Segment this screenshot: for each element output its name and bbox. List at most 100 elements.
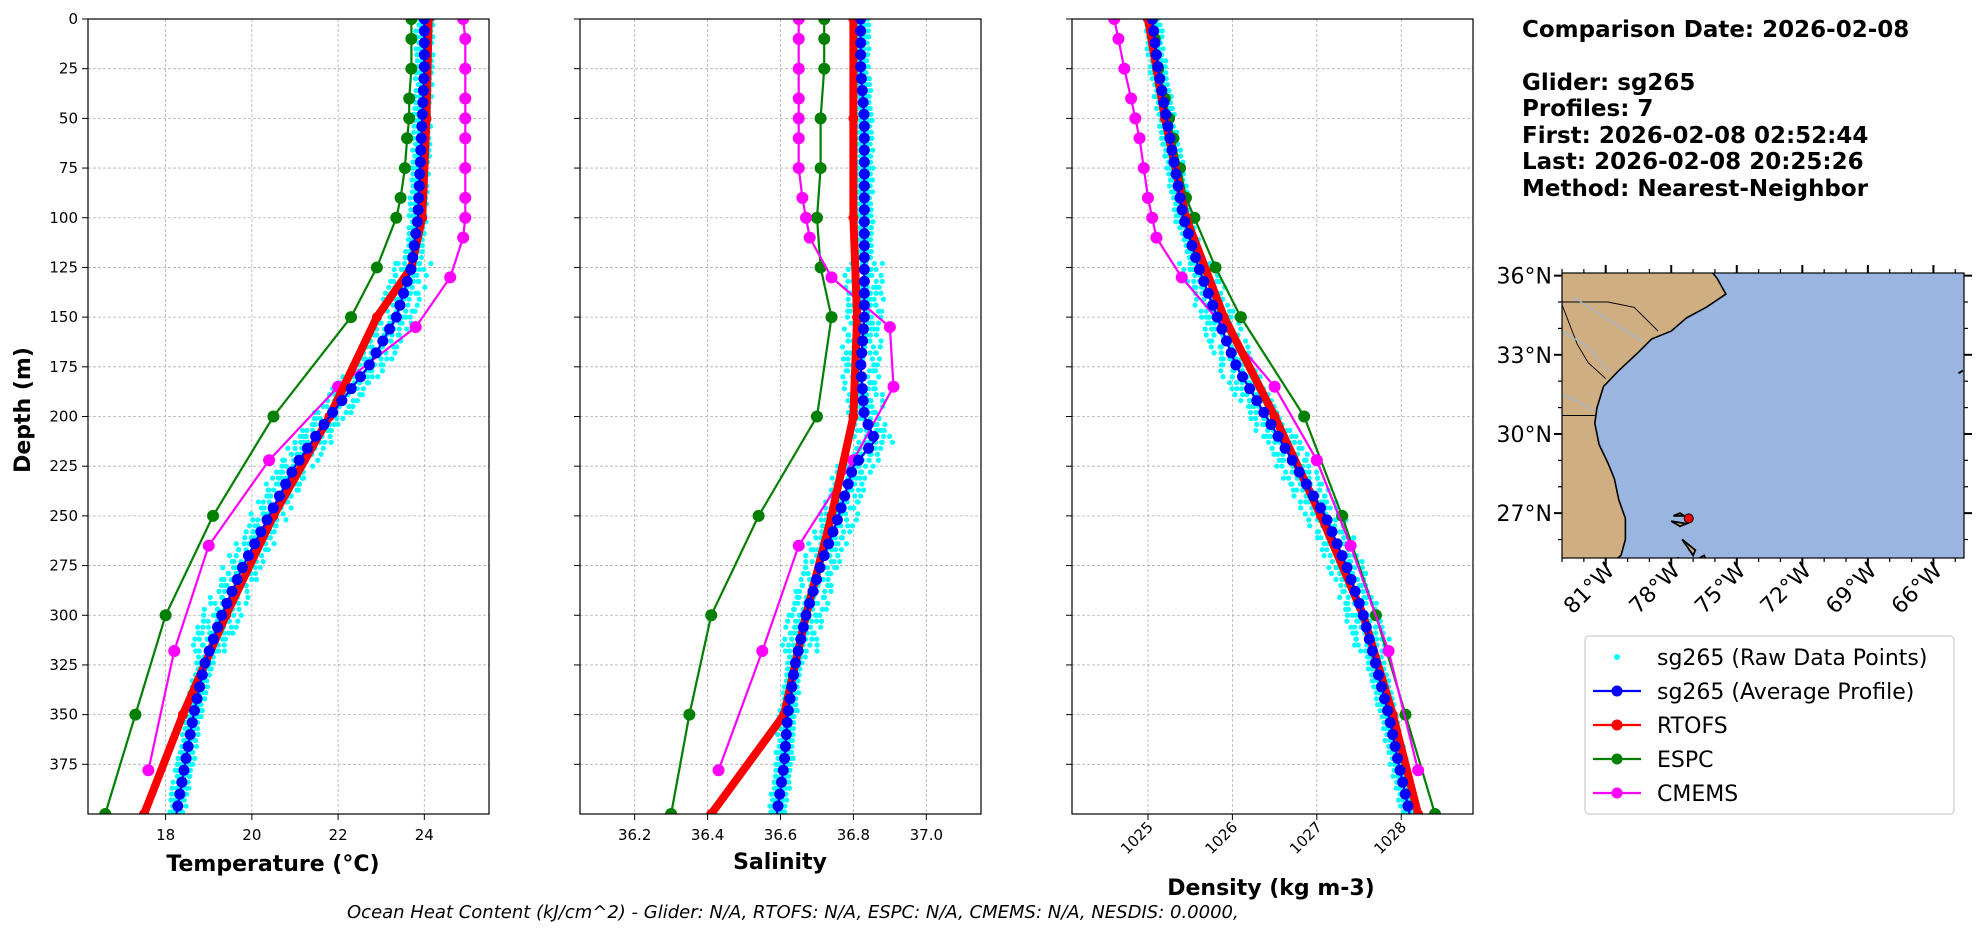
series-point-glider <box>418 73 430 85</box>
raw-point <box>409 284 415 290</box>
raw-point <box>866 76 872 82</box>
series-point-glider <box>261 514 273 526</box>
series-point-glider <box>862 418 874 430</box>
raw-point <box>875 457 881 463</box>
raw-point <box>835 541 841 547</box>
raw-point <box>873 278 879 284</box>
raw-point <box>870 147 876 153</box>
raw-point <box>378 320 384 326</box>
raw-point <box>850 523 856 529</box>
raw-point <box>818 624 824 630</box>
series-point-cmems <box>1344 539 1357 552</box>
raw-point <box>221 648 228 654</box>
series-point-glider <box>327 407 339 419</box>
raw-point <box>219 594 225 600</box>
series-point-glider <box>194 681 206 693</box>
raw-point <box>874 421 880 428</box>
raw-point <box>785 618 791 624</box>
raw-point <box>790 642 796 648</box>
raw-point <box>833 547 839 553</box>
legend-item-rtofs: RTOFS <box>1593 714 1728 739</box>
raw-point <box>801 570 807 577</box>
series-point-glider <box>1300 478 1312 490</box>
y-tick-label: 100 <box>49 209 78 227</box>
series-point-glider <box>1172 180 1184 192</box>
series-point-glider <box>1154 73 1166 85</box>
raw-point <box>811 529 818 535</box>
raw-point <box>1358 648 1364 654</box>
y-tick-label: 0 <box>68 10 78 28</box>
series-point-rtofs <box>177 709 188 720</box>
series-point-cmems <box>883 321 896 334</box>
map-lat-label: 30°N <box>1497 423 1552 448</box>
raw-point <box>303 433 309 439</box>
legend-item-raw: sg265 (Raw Data Points) <box>1614 646 1927 671</box>
raw-point <box>396 332 402 338</box>
raw-point <box>814 642 820 648</box>
series-point-glider <box>855 49 867 61</box>
raw-point <box>814 636 820 642</box>
raw-point <box>874 451 880 457</box>
series-point-glider <box>1160 108 1172 120</box>
series-point-cmems <box>1412 764 1425 777</box>
map-lat-label: 27°N <box>1497 502 1552 527</box>
raw-point <box>863 58 870 64</box>
raw-point <box>785 660 791 666</box>
raw-point <box>1238 398 1244 404</box>
series-point-espc <box>814 112 827 125</box>
raw-point <box>874 326 880 332</box>
raw-point <box>228 624 235 630</box>
legend-item-cmems: CMEMS <box>1593 782 1738 807</box>
raw-point <box>1373 600 1379 606</box>
raw-point <box>866 368 873 374</box>
raw-point <box>419 242 425 249</box>
raw-point <box>190 749 196 755</box>
raw-point <box>831 558 837 565</box>
raw-point <box>292 445 298 451</box>
raw-point <box>1220 356 1226 362</box>
raw-point <box>839 535 845 541</box>
series-point-glider <box>1360 621 1372 633</box>
raw-point <box>859 481 865 487</box>
x-tick-label: 1026 <box>1201 818 1241 858</box>
raw-point <box>407 201 413 207</box>
raw-point <box>216 588 222 595</box>
raw-point <box>822 588 828 595</box>
raw-point <box>887 433 893 439</box>
glider-location-marker <box>1683 513 1694 524</box>
series-point-cmems <box>459 92 472 105</box>
raw-point <box>827 570 833 577</box>
raw-point <box>820 523 826 529</box>
series-point-glider <box>178 764 190 776</box>
raw-point <box>328 427 334 434</box>
legend-label: sg265 (Average Profile) <box>1657 680 1914 705</box>
series-point-glider <box>1244 383 1256 395</box>
raw-point <box>846 332 852 338</box>
raw-point <box>1345 606 1352 612</box>
raw-point <box>1351 642 1358 648</box>
raw-point <box>790 755 796 761</box>
raw-point <box>1386 636 1392 642</box>
series-point-espc <box>345 311 358 324</box>
raw-point <box>203 690 209 696</box>
series-point-espc <box>665 808 678 814</box>
raw-point <box>799 582 806 589</box>
series-cmems <box>142 19 472 777</box>
raw-point <box>388 338 394 344</box>
map-lat-label: 33°N <box>1497 344 1552 369</box>
raw-point <box>865 19 871 22</box>
series-point-glider <box>418 37 430 49</box>
series-point-glider <box>394 299 406 311</box>
series-point-cmems <box>1310 454 1323 467</box>
info-first: First: 2026-02-08 02:52:44 <box>1522 123 1868 149</box>
raw-point <box>273 481 280 487</box>
raw-point <box>1321 541 1327 547</box>
raw-point <box>876 356 883 362</box>
raw-point <box>789 612 795 618</box>
raw-point <box>315 409 321 416</box>
raw-point <box>814 618 820 624</box>
raw-point <box>379 368 386 374</box>
raw-point <box>1341 588 1347 595</box>
raw-point <box>872 409 879 416</box>
series-point-cmems <box>803 231 816 244</box>
